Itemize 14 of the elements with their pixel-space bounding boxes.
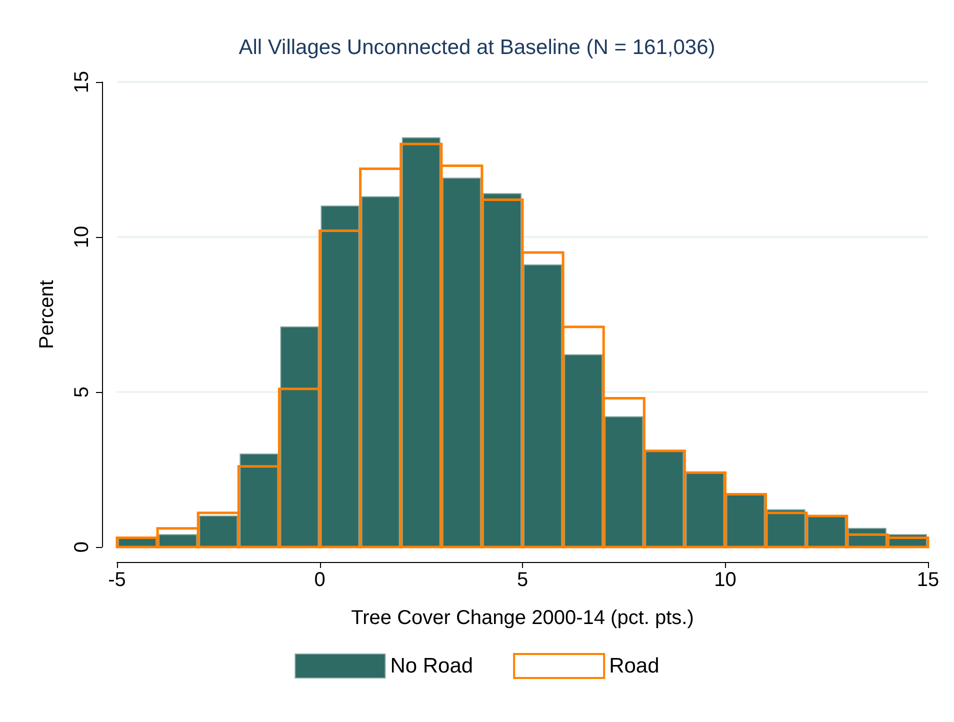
y-tick-label: 0 (71, 541, 93, 553)
legend-label: Road (609, 654, 660, 678)
y-tick-label: 10 (71, 226, 93, 248)
x-tick-label: 0 (314, 569, 326, 591)
y-axis-title: Percent (36, 280, 58, 349)
x-tick-label: -5 (108, 569, 126, 591)
y-tick-label: 15 (71, 70, 93, 94)
x-tick-label: 5 (516, 569, 528, 591)
y-tick-label: 5 (71, 386, 93, 398)
x-tick-label: 10 (714, 569, 736, 591)
chart-title: All Villages Unconnected at Baseline (N = 161,036) (238, 36, 716, 59)
legend-label: No Road (390, 654, 474, 678)
x-tick-label: 15 (916, 569, 940, 591)
x-axis-title: Tree Cover Change 2000-14 (pct. pts.) (351, 607, 694, 629)
